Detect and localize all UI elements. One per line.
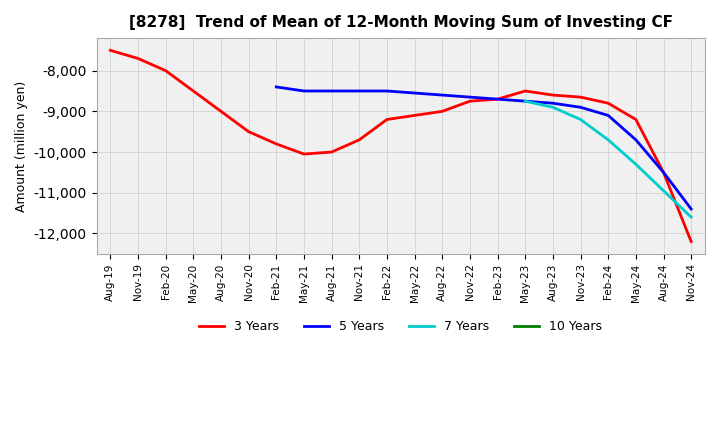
5 Years (300, 88, 308, 94)
7 Years (687, 214, 696, 220)
5 Years (355, 88, 364, 94)
5 Years (521, 99, 529, 104)
Title: [8278]  Trend of Mean of 12-Month Moving Sum of Investing CF: [8278] Trend of Mean of 12-Month Moving … (129, 15, 672, 30)
5 Years (328, 88, 336, 94)
5 Years (438, 92, 446, 98)
3 Years (272, 141, 281, 147)
Y-axis label: Amount (million yen): Amount (million yen) (15, 81, 28, 212)
Legend: 3 Years, 5 Years, 7 Years, 10 Years: 3 Years, 5 Years, 7 Years, 10 Years (194, 315, 608, 338)
3 Years (604, 101, 613, 106)
3 Years (300, 151, 308, 157)
5 Years (576, 105, 585, 110)
3 Years (244, 129, 253, 134)
3 Years (355, 137, 364, 143)
Line: 3 Years: 3 Years (110, 50, 691, 242)
5 Years (272, 84, 281, 90)
3 Years (549, 92, 557, 98)
5 Years (493, 96, 502, 102)
3 Years (660, 170, 668, 175)
Line: 5 Years: 5 Years (276, 87, 691, 209)
5 Years (631, 137, 640, 143)
7 Years (660, 188, 668, 193)
3 Years (438, 109, 446, 114)
3 Years (134, 56, 143, 61)
3 Years (521, 88, 529, 94)
7 Years (576, 117, 585, 122)
3 Years (328, 150, 336, 155)
3 Years (576, 95, 585, 100)
3 Years (631, 117, 640, 122)
3 Years (382, 117, 391, 122)
5 Years (604, 113, 613, 118)
3 Years (466, 99, 474, 104)
5 Years (687, 206, 696, 212)
3 Years (161, 68, 170, 73)
3 Years (189, 88, 198, 94)
5 Years (466, 95, 474, 100)
3 Years (106, 48, 114, 53)
5 Years (549, 101, 557, 106)
5 Years (382, 88, 391, 94)
3 Years (687, 239, 696, 244)
5 Years (660, 170, 668, 175)
7 Years (631, 161, 640, 167)
5 Years (410, 90, 419, 95)
7 Years (549, 105, 557, 110)
3 Years (493, 96, 502, 102)
7 Years (604, 137, 613, 143)
Line: 7 Years: 7 Years (525, 101, 691, 217)
3 Years (217, 109, 225, 114)
3 Years (410, 113, 419, 118)
7 Years (521, 99, 529, 104)
